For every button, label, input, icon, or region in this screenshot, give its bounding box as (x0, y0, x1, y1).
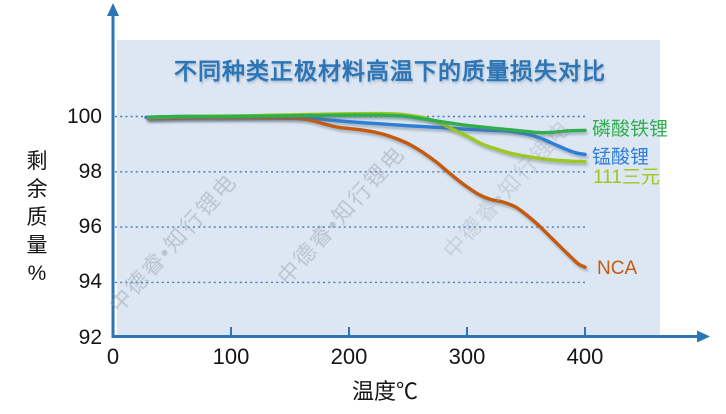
x-tick-label: 200 (330, 344, 368, 369)
y-tick-label: 100 (66, 105, 102, 128)
x-tick-label: 100 (212, 344, 250, 369)
series-line-nca (146, 116, 587, 269)
x-tick-label: 300 (448, 344, 486, 369)
x-axis-title: 温度℃ (351, 379, 418, 404)
series-line-lfp (146, 113, 587, 135)
chart-title: 不同种类正极材料高温下的质量损失对比 (174, 58, 606, 84)
legend-label-lfp: 磷酸铁锂 (592, 119, 669, 140)
y-axis-title: 剩余质量% (26, 150, 48, 285)
legend-label-nca: NCA (597, 258, 638, 279)
x-tick-label: 0 (106, 344, 120, 369)
plot-area (117, 40, 660, 337)
x-tick-label: 400 (566, 344, 604, 369)
legend-label-lmo: 锰酸锂 (592, 147, 650, 168)
y-axis-arrow (107, 3, 119, 16)
y-tick-label: 92 (78, 326, 102, 349)
y-tick-label: 94 (78, 270, 102, 293)
y-tick-label: 98 (78, 160, 102, 183)
x-axis-arrow (697, 330, 710, 343)
legend-label-ternary111: 111三元 (593, 167, 660, 188)
y-tick-label: 96 (78, 215, 102, 238)
